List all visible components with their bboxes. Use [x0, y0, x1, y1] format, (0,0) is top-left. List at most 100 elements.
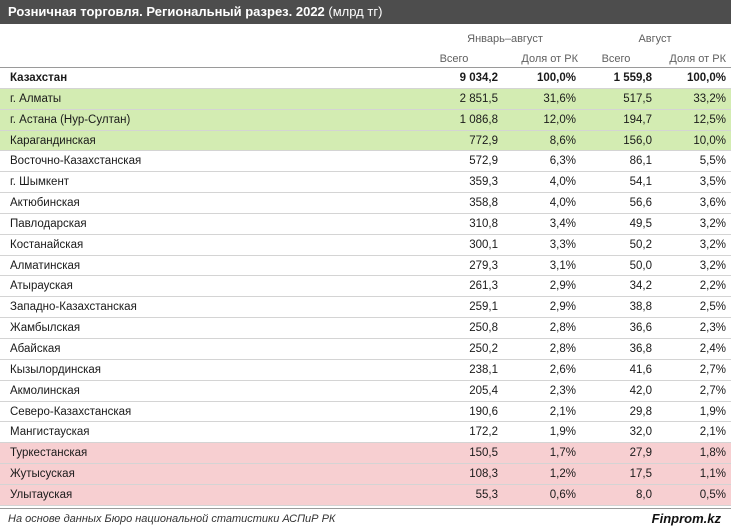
share-jan-aug: 1,2% — [549, 468, 576, 481]
share-jan-aug: 2,8% — [549, 322, 576, 335]
column-header-share2: Доля от РК — [669, 53, 726, 65]
title-unit: (млрд тг) — [324, 4, 383, 19]
table-row: г. Шымкент 359,3 4,0% 54,1 3,5% — [0, 172, 731, 194]
region-name: Акмолинская — [10, 384, 80, 397]
region-name: Атырауская — [10, 280, 73, 293]
region-name: Мангистауская — [10, 426, 90, 439]
total-jan-aug: 150,5 — [469, 447, 498, 460]
total-jan-aug: 250,2 — [469, 342, 498, 355]
table-row: Жутысуская 108,3 1,2% 17,5 1,1% — [0, 464, 731, 485]
total-aug: 32,0 — [629, 426, 652, 439]
total-jan-aug: 238,1 — [469, 363, 498, 376]
share-aug: 5,5% — [699, 155, 726, 168]
region-name: Актюбинская — [10, 197, 80, 210]
region-name: Северо-Казахстанская — [10, 405, 132, 418]
total-aug: 56,6 — [629, 197, 652, 210]
region-name: Костанайская — [10, 238, 84, 251]
table-row: Мангистауская 172,2 1,9% 32,0 2,1% — [0, 422, 731, 444]
total-aug: 27,9 — [629, 447, 652, 460]
total-aug: 50,0 — [629, 259, 652, 272]
group-header-period2: Август — [638, 33, 672, 45]
share-jan-aug: 2,3% — [549, 384, 576, 397]
region-name: Алматинская — [10, 259, 81, 272]
column-header-total2: Всего — [601, 53, 631, 65]
share-aug: 2,7% — [699, 384, 726, 397]
share-jan-aug: 0,6% — [549, 488, 576, 501]
share-aug: 100,0% — [686, 72, 726, 84]
table-row: Атырауская 261,3 2,9% 34,2 2,2% — [0, 276, 731, 298]
share-aug: 2,7% — [699, 363, 726, 376]
share-jan-aug: 31,6% — [543, 92, 576, 105]
share-aug: 2,4% — [699, 342, 726, 355]
total-jan-aug: 261,3 — [469, 280, 498, 293]
table-row: Алматинская 279,3 3,1% 50,0 3,2% — [0, 255, 731, 277]
total-jan-aug: 250,8 — [469, 322, 498, 335]
share-jan-aug: 2,6% — [549, 363, 576, 376]
total-jan-aug: 190,6 — [469, 405, 498, 418]
footer-divider — [0, 508, 731, 509]
region-name: г. Алматы — [10, 92, 62, 105]
total-jan-aug: 259,1 — [469, 301, 498, 314]
share-jan-aug: 3,1% — [549, 259, 576, 272]
table-row: Северо-Казахстанская 190,6 2,1% 29,8 1,9% — [0, 401, 731, 423]
share-jan-aug: 6,3% — [549, 155, 576, 168]
table-row: Улытауская 55,3 0,6% 8,0 0,5% — [0, 484, 731, 506]
total-aug: 38,8 — [629, 301, 652, 314]
region-name: Казахстан — [10, 72, 68, 84]
table-row-total: Казахстан 9 034,2 100,0% 1 559,8 100,0% — [0, 68, 731, 89]
share-jan-aug: 4,0% — [549, 176, 576, 189]
total-jan-aug: 359,3 — [469, 176, 498, 189]
share-aug: 2,2% — [699, 280, 726, 293]
column-header-share1: Доля от РК — [521, 53, 578, 65]
table-row: Павлодарская 310,8 3,4% 49,5 3,2% — [0, 213, 731, 235]
total-aug: 36,8 — [629, 342, 652, 355]
total-jan-aug: 205,4 — [469, 384, 498, 397]
share-jan-aug: 3,3% — [549, 238, 576, 251]
table-row: г. Алматы 2 851,5 31,6% 517,5 33,2% — [0, 88, 731, 110]
total-aug: 50,2 — [629, 238, 652, 251]
total-jan-aug: 279,3 — [469, 259, 498, 272]
share-aug: 3,2% — [699, 217, 726, 230]
region-name: Улытауская — [10, 488, 73, 501]
table-row: Восточно-Казахстанская 572,9 6,3% 86,1 5,5% — [0, 151, 731, 173]
share-jan-aug: 100,0% — [536, 72, 576, 84]
table-row: г. Астана (Нур-Султан) 1 086,8 12,0% 194,7 1… — [0, 109, 731, 131]
share-jan-aug: 2,9% — [549, 280, 576, 293]
total-jan-aug: 358,8 — [469, 197, 498, 210]
share-jan-aug: 2,8% — [549, 342, 576, 355]
total-aug: 34,2 — [629, 280, 652, 293]
region-name: Жутысуская — [10, 468, 75, 481]
total-aug: 36,6 — [629, 322, 652, 335]
total-aug: 29,8 — [629, 405, 652, 418]
total-aug: 194,7 — [623, 113, 652, 126]
share-aug: 2,1% — [699, 426, 726, 439]
total-jan-aug: 300,1 — [469, 238, 498, 251]
share-jan-aug: 3,4% — [549, 217, 576, 230]
total-jan-aug: 772,9 — [469, 134, 498, 147]
region-name: Западно-Казахстанская — [10, 301, 137, 314]
total-aug: 17,5 — [629, 468, 652, 481]
table-row: Карагандинская 772,9 8,6% 156,0 10,0% — [0, 130, 731, 152]
region-name: Абайская — [10, 342, 61, 355]
share-aug: 1,9% — [699, 405, 726, 418]
total-aug: 42,0 — [629, 384, 652, 397]
total-jan-aug: 1 086,8 — [459, 113, 498, 126]
total-aug: 156,0 — [623, 134, 652, 147]
share-jan-aug: 1,9% — [549, 426, 576, 439]
total-aug: 54,1 — [629, 176, 652, 189]
table-row: Акмолинская 205,4 2,3% 42,0 2,7% — [0, 380, 731, 402]
total-jan-aug: 55,3 — [475, 488, 498, 501]
share-jan-aug: 2,1% — [549, 405, 576, 418]
share-aug: 33,2% — [693, 92, 726, 105]
share-aug: 12,5% — [693, 113, 726, 126]
total-aug: 49,5 — [629, 217, 652, 230]
total-jan-aug: 572,9 — [469, 155, 498, 168]
table-body: Казахстан 9 034,2 100,0% 1 559,8 100,0% г. Ал… — [0, 68, 731, 506]
share-aug: 1,1% — [699, 468, 726, 481]
table-row: Актюбинская 358,8 4,0% 56,6 3,6% — [0, 193, 731, 214]
share-jan-aug: 4,0% — [549, 197, 576, 210]
total-aug: 8,0 — [636, 488, 652, 501]
table-row: Западно-Казахстанская 259,1 2,9% 38,8 2,5% — [0, 297, 731, 319]
region-name: Туркестанская — [10, 447, 88, 460]
region-name: Восточно-Казахстанская — [10, 155, 142, 168]
